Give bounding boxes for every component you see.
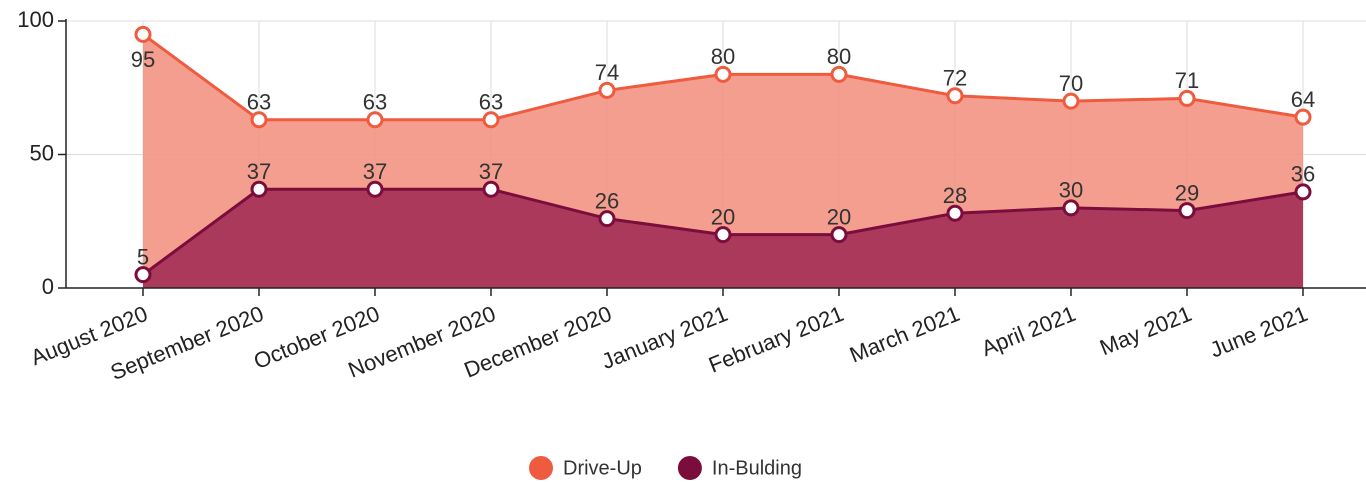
data-label: 20	[711, 204, 735, 229]
point	[1062, 199, 1080, 217]
point	[830, 226, 848, 244]
point	[250, 111, 268, 129]
data-label: 30	[1059, 178, 1083, 203]
data-label: 74	[595, 60, 619, 85]
y-tick-label: 0	[42, 274, 54, 299]
data-label: 37	[247, 159, 271, 184]
point	[830, 65, 848, 83]
x-tick-label: April 2021	[978, 301, 1079, 361]
legend: Drive-Up In-Bulding	[529, 456, 802, 480]
x-tick-label: March 2021	[846, 301, 963, 368]
x-tick-label: June 2021	[1206, 301, 1311, 363]
data-label: 80	[827, 44, 851, 69]
data-label: 71	[1175, 68, 1199, 93]
legend-label: In-Bulding	[712, 457, 802, 479]
data-label: 5	[137, 244, 149, 269]
point	[366, 111, 384, 129]
legend-swatch	[529, 456, 553, 480]
data-label: 63	[363, 90, 387, 115]
data-label: 63	[247, 90, 271, 115]
y-tick-label: 100	[17, 7, 54, 32]
point	[714, 65, 732, 83]
point	[482, 180, 500, 198]
data-label: 20	[827, 204, 851, 229]
data-label: 72	[943, 66, 967, 91]
point	[598, 210, 616, 228]
point	[134, 25, 152, 43]
point	[482, 111, 500, 129]
data-label: 29	[1175, 180, 1199, 205]
point	[134, 266, 152, 284]
legend-swatch	[677, 456, 702, 480]
point	[1178, 202, 1196, 220]
data-label: 80	[711, 44, 735, 69]
data-label: 26	[595, 188, 619, 213]
point	[1178, 89, 1196, 107]
point	[946, 204, 964, 222]
point	[946, 87, 964, 105]
data-label: 70	[1059, 71, 1083, 96]
data-label: 37	[363, 159, 387, 184]
point	[1294, 183, 1312, 201]
data-label: 64	[1291, 87, 1315, 112]
data-label: 63	[479, 90, 503, 115]
data-label: 95	[131, 47, 155, 72]
data-label: 37	[479, 159, 503, 184]
legend-label: Drive-Up	[563, 457, 642, 479]
y-tick-label: 50	[30, 140, 54, 165]
data-label: 28	[943, 183, 967, 208]
point	[1062, 92, 1080, 110]
data-label: 36	[1291, 162, 1315, 187]
point	[366, 180, 384, 198]
point	[598, 81, 616, 99]
point	[1294, 108, 1312, 126]
point	[714, 226, 732, 244]
point	[250, 180, 268, 198]
x-tick-label: May 2021	[1096, 301, 1195, 360]
